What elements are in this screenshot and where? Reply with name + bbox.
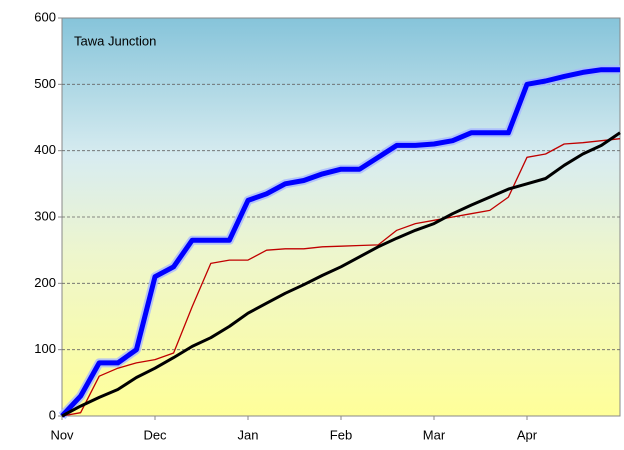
y-tick-label: 600 xyxy=(34,9,56,24)
series-line xyxy=(61,138,621,417)
series-line xyxy=(61,131,621,418)
x-tick-label: Feb xyxy=(330,427,352,442)
y-tick-label: 400 xyxy=(34,142,56,157)
x-tick-label: Dec xyxy=(143,427,167,442)
y-tick-label: 100 xyxy=(34,341,56,356)
y-tick-label: 500 xyxy=(34,76,56,91)
series-line xyxy=(60,67,620,418)
x-tick-label: Nov xyxy=(50,427,74,442)
y-tick-label: 0 xyxy=(49,407,56,422)
x-tick-label: Jan xyxy=(238,427,259,442)
plot-area xyxy=(61,17,621,417)
x-tick-label: Apr xyxy=(517,427,538,442)
x-tick-label: Mar xyxy=(423,427,446,442)
chart-title: Tawa Junction xyxy=(74,33,156,48)
y-tick-label: 300 xyxy=(34,208,56,223)
y-tick-label: 200 xyxy=(34,275,56,290)
